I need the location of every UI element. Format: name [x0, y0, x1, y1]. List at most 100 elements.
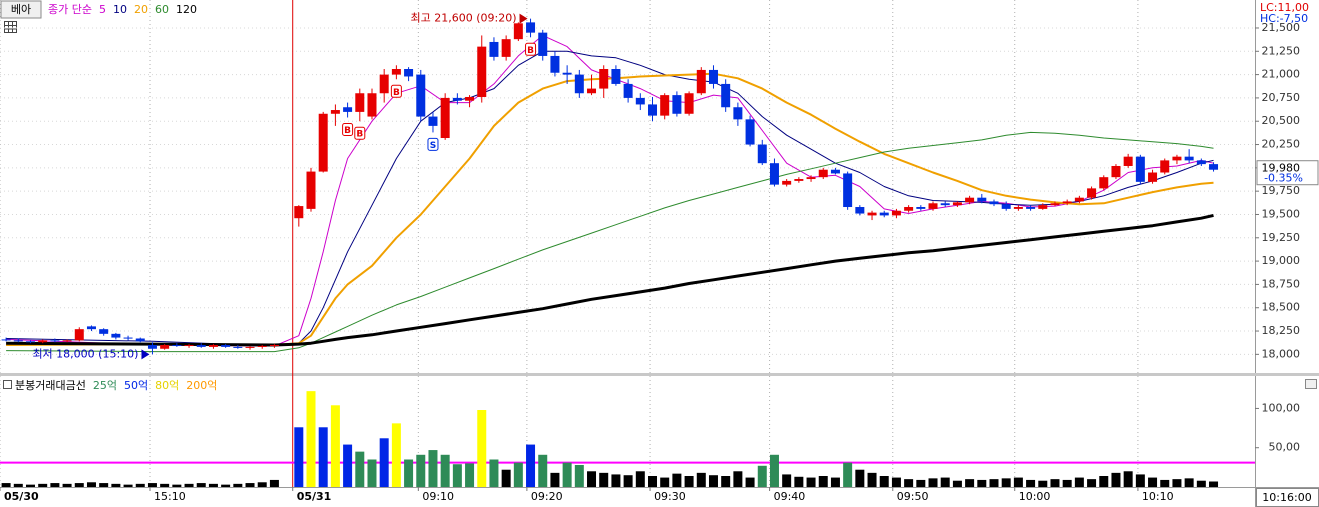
- volume-bar: [965, 479, 975, 487]
- candle-body: [477, 46, 487, 97]
- candle-body: [160, 345, 170, 349]
- volume-bar: [818, 476, 828, 487]
- candle-body: [769, 163, 779, 185]
- volume-bar: [233, 483, 243, 487]
- volume-bar: [404, 459, 414, 487]
- candle-body: [13, 340, 23, 342]
- y-tick-label: 50,00: [1269, 441, 1301, 454]
- volume-bar: [99, 483, 109, 487]
- volume-bar: [757, 465, 767, 487]
- legend-entry: 60: [155, 3, 169, 16]
- candle-body: [648, 104, 658, 116]
- candle-body: [440, 97, 450, 139]
- legend-entry: 80억: [155, 379, 179, 392]
- volume-bar: [330, 405, 340, 487]
- candle-body: [843, 173, 853, 208]
- volume-bar: [465, 463, 475, 487]
- volume-bar: [672, 473, 682, 487]
- candle-body: [233, 346, 243, 348]
- panel-button[interactable]: [1305, 379, 1317, 389]
- volume-bar: [62, 483, 72, 487]
- signal-marker: [390, 84, 402, 98]
- panel-icon[interactable]: [3, 380, 12, 389]
- candle-body: [416, 74, 426, 117]
- panel-separator: [0, 373, 1319, 376]
- volume-bar: [952, 480, 962, 487]
- volume-bar: [769, 454, 779, 487]
- volume-bar: [367, 459, 377, 487]
- candle-body: [708, 69, 718, 84]
- candle-body: [147, 345, 157, 349]
- candle-body: [1196, 160, 1206, 165]
- volume-bar: [867, 472, 877, 487]
- volume-bar: [623, 475, 633, 487]
- volume-bar: [1111, 472, 1121, 487]
- signal-marker: [525, 42, 537, 56]
- volume-bar: [806, 477, 816, 487]
- candle-body: [611, 69, 621, 84]
- lc-label: LC:11,00: [1260, 1, 1309, 14]
- y-tick-label: 21,000: [1262, 68, 1301, 81]
- x-tick-label: 09:20: [531, 490, 563, 503]
- x-tick-label: 10:10: [1142, 490, 1174, 503]
- volume-bar: [489, 459, 499, 487]
- x-tick-label: 09:40: [774, 490, 806, 503]
- ma-line: [6, 213, 1214, 347]
- candle-body: [940, 203, 950, 206]
- candle-body: [782, 180, 792, 185]
- volume-bar: [635, 471, 645, 487]
- volume-bar: [648, 476, 658, 487]
- legend-entry: 종가 단순: [48, 3, 92, 16]
- candle-body: [379, 74, 389, 94]
- y-tick-label: 19,000: [1262, 254, 1301, 267]
- candle-body: [977, 197, 987, 202]
- volume-bar: [477, 410, 487, 487]
- candle-body: [489, 41, 499, 57]
- grid-icon[interactable]: [4, 21, 17, 33]
- candle-body: [855, 207, 865, 214]
- volume-bar: [160, 483, 170, 487]
- volume-bar: [928, 478, 938, 487]
- legend-entry: 200억: [186, 379, 217, 392]
- candle-body: [1099, 177, 1109, 189]
- volume-bar: [1013, 477, 1023, 487]
- candle-body: [1001, 204, 1011, 209]
- y-tick-label: 18,500: [1262, 301, 1301, 314]
- x-tick-label: 09:50: [897, 490, 929, 503]
- candle-body: [684, 93, 694, 114]
- candle-body: [1148, 172, 1158, 182]
- tab-box[interactable]: [0, 0, 42, 19]
- volume-bar: [208, 483, 218, 487]
- candle-body: [172, 345, 182, 347]
- x-tick-label: 10:00: [1019, 490, 1051, 503]
- volume-bar: [794, 476, 804, 487]
- candle-body: [221, 345, 231, 347]
- candle-body: [904, 207, 914, 211]
- y-tick-label: 18,000: [1262, 347, 1301, 360]
- volume-bar: [257, 482, 267, 487]
- candle-body: [574, 74, 584, 94]
- volume-bar: [721, 476, 731, 487]
- volume-bar: [879, 476, 889, 487]
- annotation-text: 최고 21,600 (09:20): [411, 12, 517, 25]
- x-tick-label: 05/31: [297, 490, 332, 503]
- candle-body: [806, 177, 816, 180]
- candle-body: [294, 206, 304, 219]
- volume-bar: [1, 483, 11, 487]
- signal-marker: [354, 126, 366, 140]
- volume-bar: [891, 477, 901, 487]
- volume-bar: [1087, 479, 1097, 487]
- volume-bar: [1135, 474, 1145, 487]
- y-tick-label: 20,750: [1262, 91, 1301, 104]
- candle-body: [428, 116, 438, 126]
- volume-bar: [708, 475, 718, 487]
- tab-label[interactable]: 베아: [11, 3, 31, 16]
- volume-bar: [855, 469, 865, 487]
- legend-entry: 20: [134, 3, 148, 16]
- ma-line: [6, 34, 1214, 347]
- candle-body: [1062, 201, 1072, 204]
- signal-label: B: [356, 130, 363, 140]
- candle-body: [343, 107, 353, 112]
- volume-bar: [660, 477, 670, 487]
- volume-bar: [501, 469, 511, 487]
